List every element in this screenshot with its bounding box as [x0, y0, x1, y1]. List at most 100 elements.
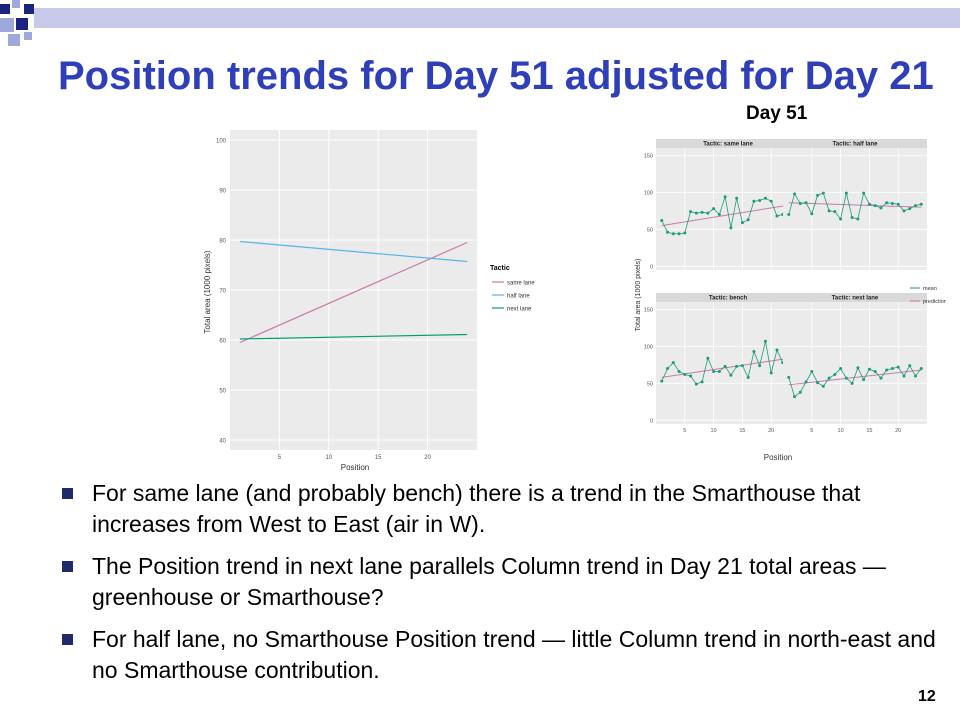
- y-tick-label: 0: [650, 418, 653, 424]
- facet-title: Tactic: bench: [709, 296, 748, 302]
- mean-point: [769, 371, 773, 375]
- mean-point: [833, 210, 837, 214]
- panel-background: [783, 302, 927, 424]
- x-tick-label: 5: [810, 428, 813, 434]
- bullet-item: For half lane, no Smarthouse Position tr…: [62, 624, 942, 686]
- mean-point: [723, 195, 727, 199]
- facet-title: Tactic: same lane: [703, 142, 753, 148]
- mean-point: [660, 218, 664, 222]
- y-tick-label: 50: [647, 227, 653, 233]
- mean-point: [712, 207, 716, 211]
- decorative-square: [16, 18, 28, 30]
- mean-point: [717, 213, 721, 217]
- decorative-square: [0, 4, 10, 14]
- mean-point: [890, 367, 894, 371]
- title-rule: [34, 8, 960, 28]
- title-decoration: [0, 0, 960, 46]
- mean-point: [844, 376, 848, 380]
- y-tick-label: 150: [644, 307, 653, 313]
- series-line: [239, 241, 468, 344]
- mean-point: [902, 209, 906, 213]
- y-tick-label: 0: [650, 264, 653, 270]
- x-tick-label: 15: [375, 455, 382, 461]
- legend-label: next lane: [507, 307, 532, 313]
- mean-point: [867, 367, 871, 371]
- y-tick-label: 100: [644, 344, 653, 350]
- mean-point: [821, 191, 825, 195]
- mean-point: [873, 370, 877, 374]
- mean-point: [660, 379, 664, 383]
- legend-label: mean: [923, 286, 937, 292]
- facet-strip: [656, 139, 800, 148]
- panel-background: [656, 302, 800, 424]
- y-tick-label: 50: [647, 381, 653, 387]
- day51-faceted-chart: Total area (1000 pixels) Position Tactic…: [635, 139, 946, 462]
- y-tick-label: 60: [219, 339, 226, 345]
- mean-point: [671, 232, 675, 236]
- x-tick-label: 5: [683, 428, 686, 434]
- prediction-line: [788, 202, 922, 208]
- x-axis-label: Position: [341, 463, 369, 472]
- mean-point: [804, 380, 808, 384]
- mean-point: [700, 210, 704, 214]
- slide-title: Position trends for Day 51 adjusted for …: [58, 54, 934, 98]
- y-tick-label: 70: [219, 289, 226, 295]
- decorative-square: [24, 32, 32, 40]
- mean-point: [729, 226, 733, 230]
- mean-point: [862, 191, 866, 195]
- mean-point: [752, 199, 756, 203]
- mean-point: [671, 361, 675, 365]
- mean-point: [775, 348, 779, 352]
- mean-point: [827, 209, 831, 213]
- x-tick-label: 10: [711, 428, 717, 434]
- mean-point: [758, 364, 762, 368]
- mean-line: [788, 364, 922, 398]
- y-tick-label: 90: [219, 189, 226, 195]
- mean-point: [763, 196, 767, 200]
- facet-title: Tactic: next lane: [832, 296, 879, 302]
- decorative-square: [24, 4, 34, 14]
- x-tick-label: 10: [325, 455, 332, 461]
- x-tick-label: 10: [838, 428, 844, 434]
- mean-point: [769, 199, 773, 203]
- mean-point: [896, 202, 900, 206]
- mean-point: [856, 217, 860, 221]
- prediction-line: [661, 203, 795, 227]
- mean-point: [706, 211, 710, 215]
- mean-point: [666, 367, 670, 371]
- mean-point: [908, 364, 912, 368]
- mean-point: [775, 214, 779, 218]
- mean-point: [919, 202, 923, 206]
- mean-point: [694, 211, 698, 215]
- y-tick-label: 150: [644, 153, 653, 159]
- decorative-square: [12, 0, 20, 8]
- x-tick-label: 20: [424, 455, 431, 461]
- mean-point: [902, 374, 906, 378]
- x-tick-label: 20: [768, 428, 774, 434]
- y-tick-label: 80: [219, 239, 226, 245]
- y-tick-label: 100: [644, 190, 653, 196]
- prediction-line: [788, 369, 922, 386]
- mean-point: [885, 201, 889, 205]
- mean-point: [752, 350, 756, 354]
- mean-point: [712, 370, 716, 374]
- mean-point: [816, 381, 820, 385]
- mean-point: [729, 373, 733, 377]
- position-trends-chart: Total area (1000 pixels) Position Tactic…: [203, 130, 535, 472]
- mean-point: [879, 206, 883, 210]
- mean-point: [873, 204, 877, 208]
- mean-point: [810, 212, 814, 216]
- y-tick-label: 40: [219, 439, 226, 445]
- mean-point: [717, 370, 721, 374]
- page-number: 12: [918, 688, 936, 705]
- mean-point: [919, 367, 923, 371]
- mean-point: [804, 201, 808, 205]
- figure-label: Day 51: [746, 103, 808, 124]
- mean-point: [706, 356, 710, 360]
- mean-point: [787, 375, 791, 379]
- x-tick-label: 20: [895, 428, 901, 434]
- mean-point: [793, 192, 797, 196]
- mean-point: [908, 207, 912, 211]
- series-line: [239, 240, 468, 263]
- mean-point: [677, 232, 681, 236]
